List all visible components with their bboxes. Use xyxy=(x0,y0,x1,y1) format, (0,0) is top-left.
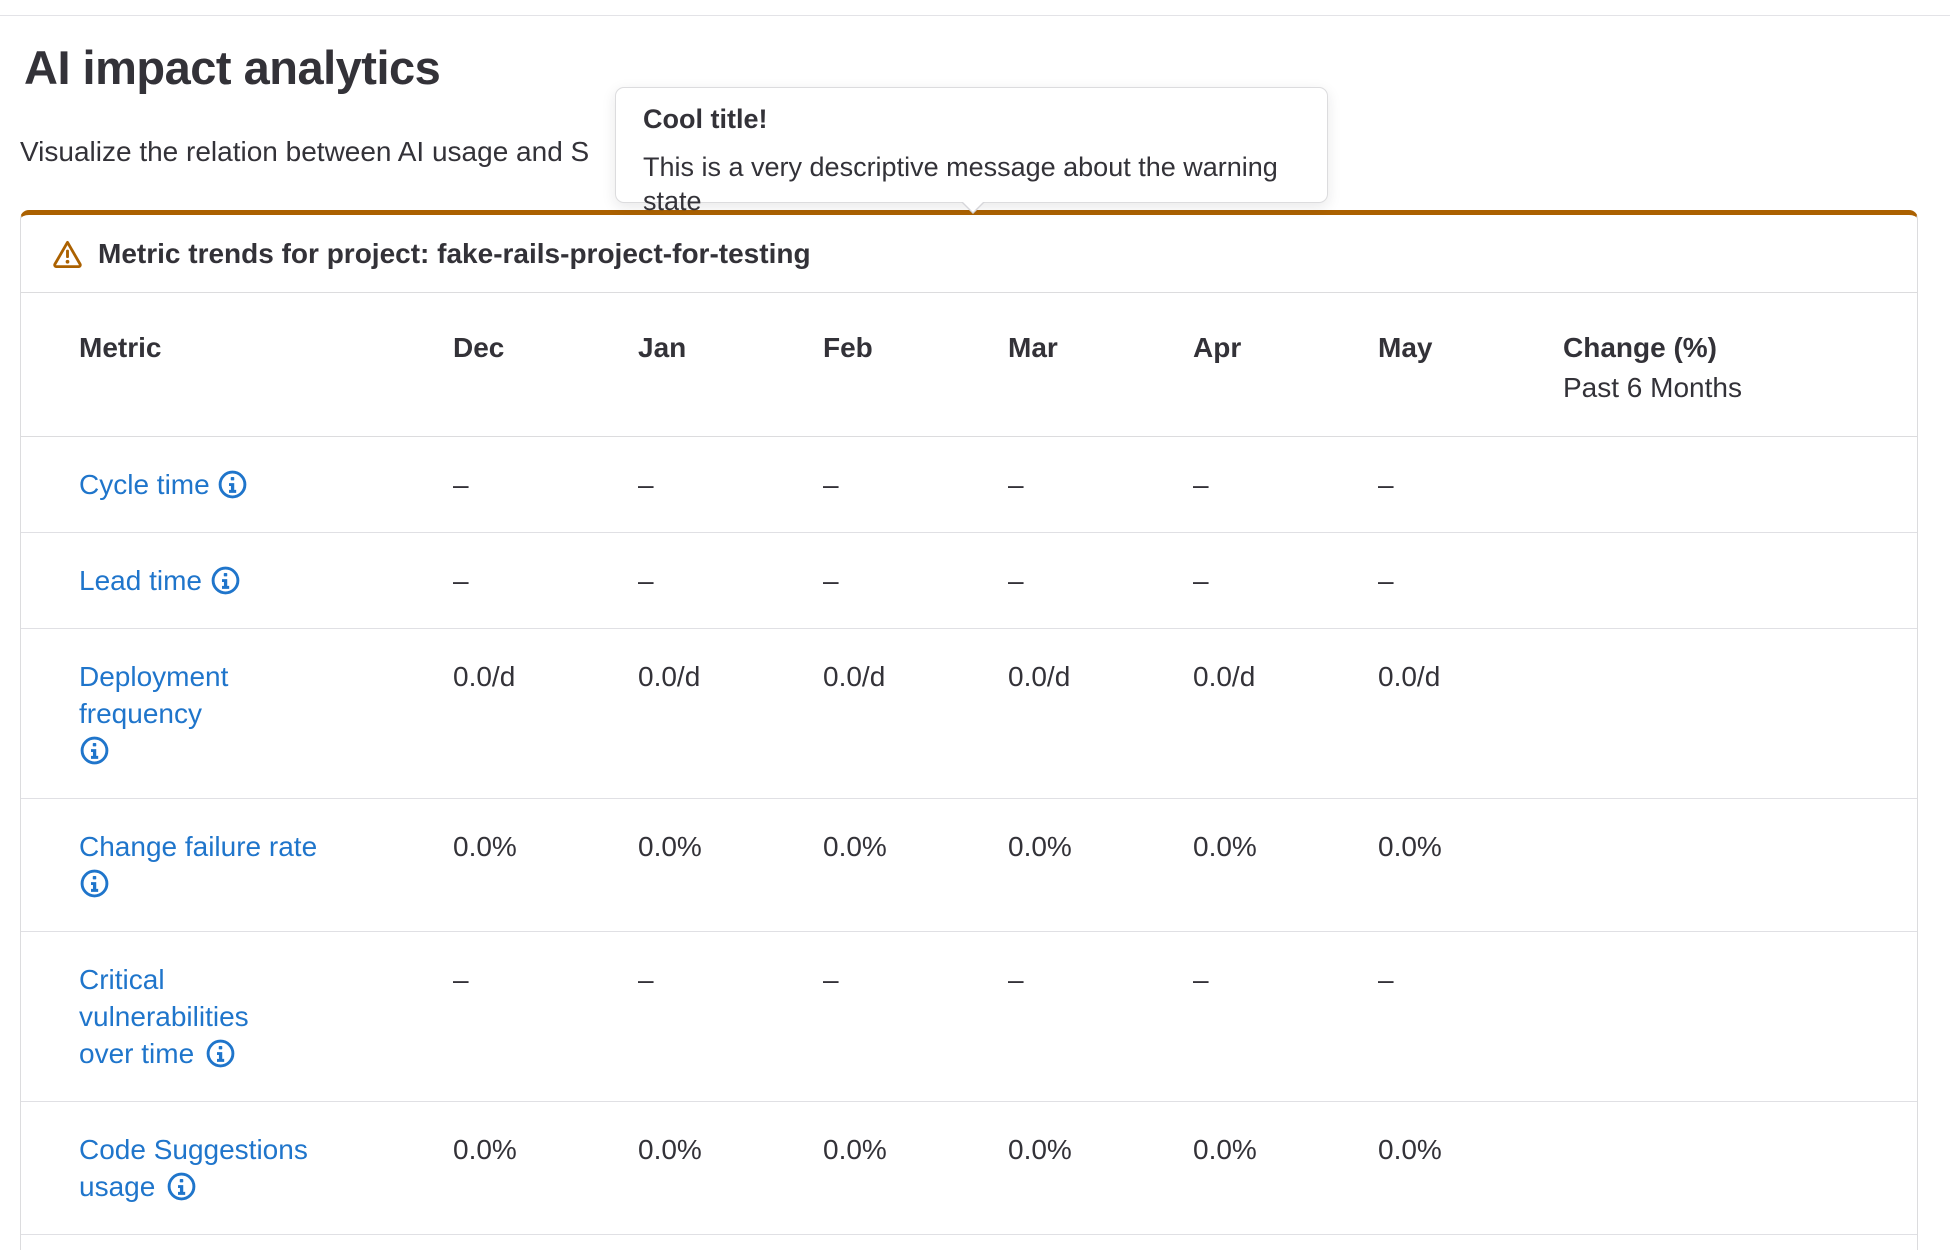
page-subtitle: Visualize the relation between AI usage … xyxy=(20,136,590,167)
value-cell: – xyxy=(453,436,638,533)
metric-cell: Cycle time xyxy=(21,436,453,533)
column-header-mar: Mar xyxy=(1008,293,1193,437)
value-cell: – xyxy=(823,931,1008,1102)
metric-link-deployment-frequency[interactable]: Deployment frequency xyxy=(79,661,333,769)
metric-cell: Deployment frequency xyxy=(21,628,453,799)
metric-cell: Code Suggestions usage xyxy=(21,1101,453,1235)
table-row-code-suggestions-usage: Code Suggestions usage 0.0% 0.0% 0.0% 0.… xyxy=(21,1101,1917,1235)
page-title: AI impact analytics xyxy=(24,41,441,94)
value-cell: 0.0% xyxy=(823,798,1008,932)
value-cell: – xyxy=(1193,931,1378,1102)
metric-link-change-failure-rate[interactable]: Change failure rate xyxy=(79,831,317,899)
value-cell: 0.0% xyxy=(453,1101,638,1235)
info-icon[interactable] xyxy=(205,1038,236,1069)
value-cell: 0.0/d xyxy=(1008,628,1193,799)
value-cell: 0.0/d xyxy=(453,628,638,799)
column-header-dec: Dec xyxy=(453,293,638,437)
info-icon[interactable] xyxy=(217,469,248,500)
value-cell: 0.0/d xyxy=(1193,628,1378,799)
info-icon[interactable] xyxy=(79,868,110,899)
value-cell: – xyxy=(1193,436,1378,533)
value-cell: – xyxy=(1378,436,1563,533)
column-header-metric: Metric xyxy=(21,293,453,437)
popover-title: Cool title! xyxy=(643,104,768,134)
value-cell: – xyxy=(1378,931,1563,1102)
table-header-row: Metric Dec Jan Feb Mar Apr May Change (%… xyxy=(21,293,1917,437)
info-icon[interactable] xyxy=(210,565,241,596)
column-header-jan: Jan xyxy=(638,293,823,437)
warning-triangle-icon xyxy=(53,240,82,268)
value-cell: – xyxy=(453,931,638,1102)
metric-link-cycle-time[interactable]: Cycle time xyxy=(79,469,248,500)
metric-cell: Change failure rate xyxy=(21,798,453,932)
column-header-feb: Feb xyxy=(823,293,1008,437)
value-cell: 0.0% xyxy=(823,1101,1008,1235)
table-row-cycle-time: Cycle time – – – – – – xyxy=(21,436,1917,533)
value-cell: 0.0% xyxy=(1378,1101,1563,1235)
value-cell: – xyxy=(453,532,638,629)
table-row-deployment-frequency: Deployment frequency 0.0/d 0.0/d 0.0/d 0… xyxy=(21,628,1917,799)
metric-cell: Lead time xyxy=(21,532,453,629)
change-cell xyxy=(1563,628,1917,799)
change-cell xyxy=(1563,1101,1917,1235)
value-cell: 0.0% xyxy=(453,798,638,932)
metric-link-critical-vulnerabilities[interactable]: Critical vulnerabilities over time xyxy=(79,964,249,1069)
info-icon[interactable] xyxy=(79,735,110,766)
value-cell: – xyxy=(1008,532,1193,629)
value-cell: – xyxy=(1378,532,1563,629)
value-cell: 0.0% xyxy=(1378,798,1563,932)
value-cell: – xyxy=(638,436,823,533)
panel-header: Metric trends for project: fake-rails-pr… xyxy=(21,215,1917,293)
change-cell xyxy=(1563,931,1917,1102)
column-header-change-subtitle: Past 6 Months xyxy=(1563,372,1742,403)
value-cell: 0.0% xyxy=(1193,1101,1378,1235)
column-header-change: Change (%) Past 6 Months xyxy=(1563,293,1917,437)
value-cell: – xyxy=(1008,931,1193,1102)
value-cell: 0.0/d xyxy=(1378,628,1563,799)
metric-link-lead-time[interactable]: Lead time xyxy=(79,565,241,596)
table-row-lead-time: Lead time – – – – – – xyxy=(21,532,1917,629)
table-row-critical-vulnerabilities: Critical vulnerabilities over time – – –… xyxy=(21,931,1917,1102)
value-cell: – xyxy=(638,931,823,1102)
value-cell: 0.0% xyxy=(638,798,823,932)
value-cell: – xyxy=(823,532,1008,629)
column-header-apr: Apr xyxy=(1193,293,1378,437)
column-header-may: May xyxy=(1378,293,1563,437)
popover-message: This is a very descriptive message about… xyxy=(643,152,1278,216)
value-cell: 0.0% xyxy=(638,1101,823,1235)
value-cell: 0.0/d xyxy=(823,628,1008,799)
change-cell xyxy=(1563,436,1917,533)
page-top-divider xyxy=(0,15,1950,16)
value-cell: 0.0% xyxy=(1008,798,1193,932)
value-cell: – xyxy=(1008,436,1193,533)
metric-trends-panel: Metric trends for project: fake-rails-pr… xyxy=(20,210,1918,1250)
change-cell xyxy=(1563,532,1917,629)
metric-link-code-suggestions-usage[interactable]: Code Suggestions usage xyxy=(79,1134,308,1202)
popover-arrow xyxy=(961,200,985,212)
value-cell: 0.0/d xyxy=(638,628,823,799)
value-cell: – xyxy=(1193,532,1378,629)
info-icon[interactable] xyxy=(166,1171,197,1202)
value-cell: – xyxy=(823,436,1008,533)
warning-popover: Cool title! This is a very descriptive m… xyxy=(615,87,1328,216)
change-cell xyxy=(1563,798,1917,932)
panel-title: Metric trends for project: fake-rails-pr… xyxy=(98,237,811,269)
value-cell: 0.0% xyxy=(1193,798,1378,932)
metric-cell: Critical vulnerabilities over time xyxy=(21,931,453,1102)
metric-trends-table: Metric Dec Jan Feb Mar Apr May Change (%… xyxy=(21,293,1917,1235)
value-cell: 0.0% xyxy=(1008,1101,1193,1235)
value-cell: – xyxy=(638,532,823,629)
table-row-change-failure-rate: Change failure rate 0.0% 0.0% 0.0% 0.0% … xyxy=(21,798,1917,932)
